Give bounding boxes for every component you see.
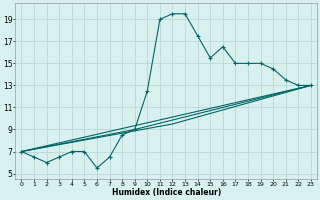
X-axis label: Humidex (Indice chaleur): Humidex (Indice chaleur)	[112, 188, 221, 197]
